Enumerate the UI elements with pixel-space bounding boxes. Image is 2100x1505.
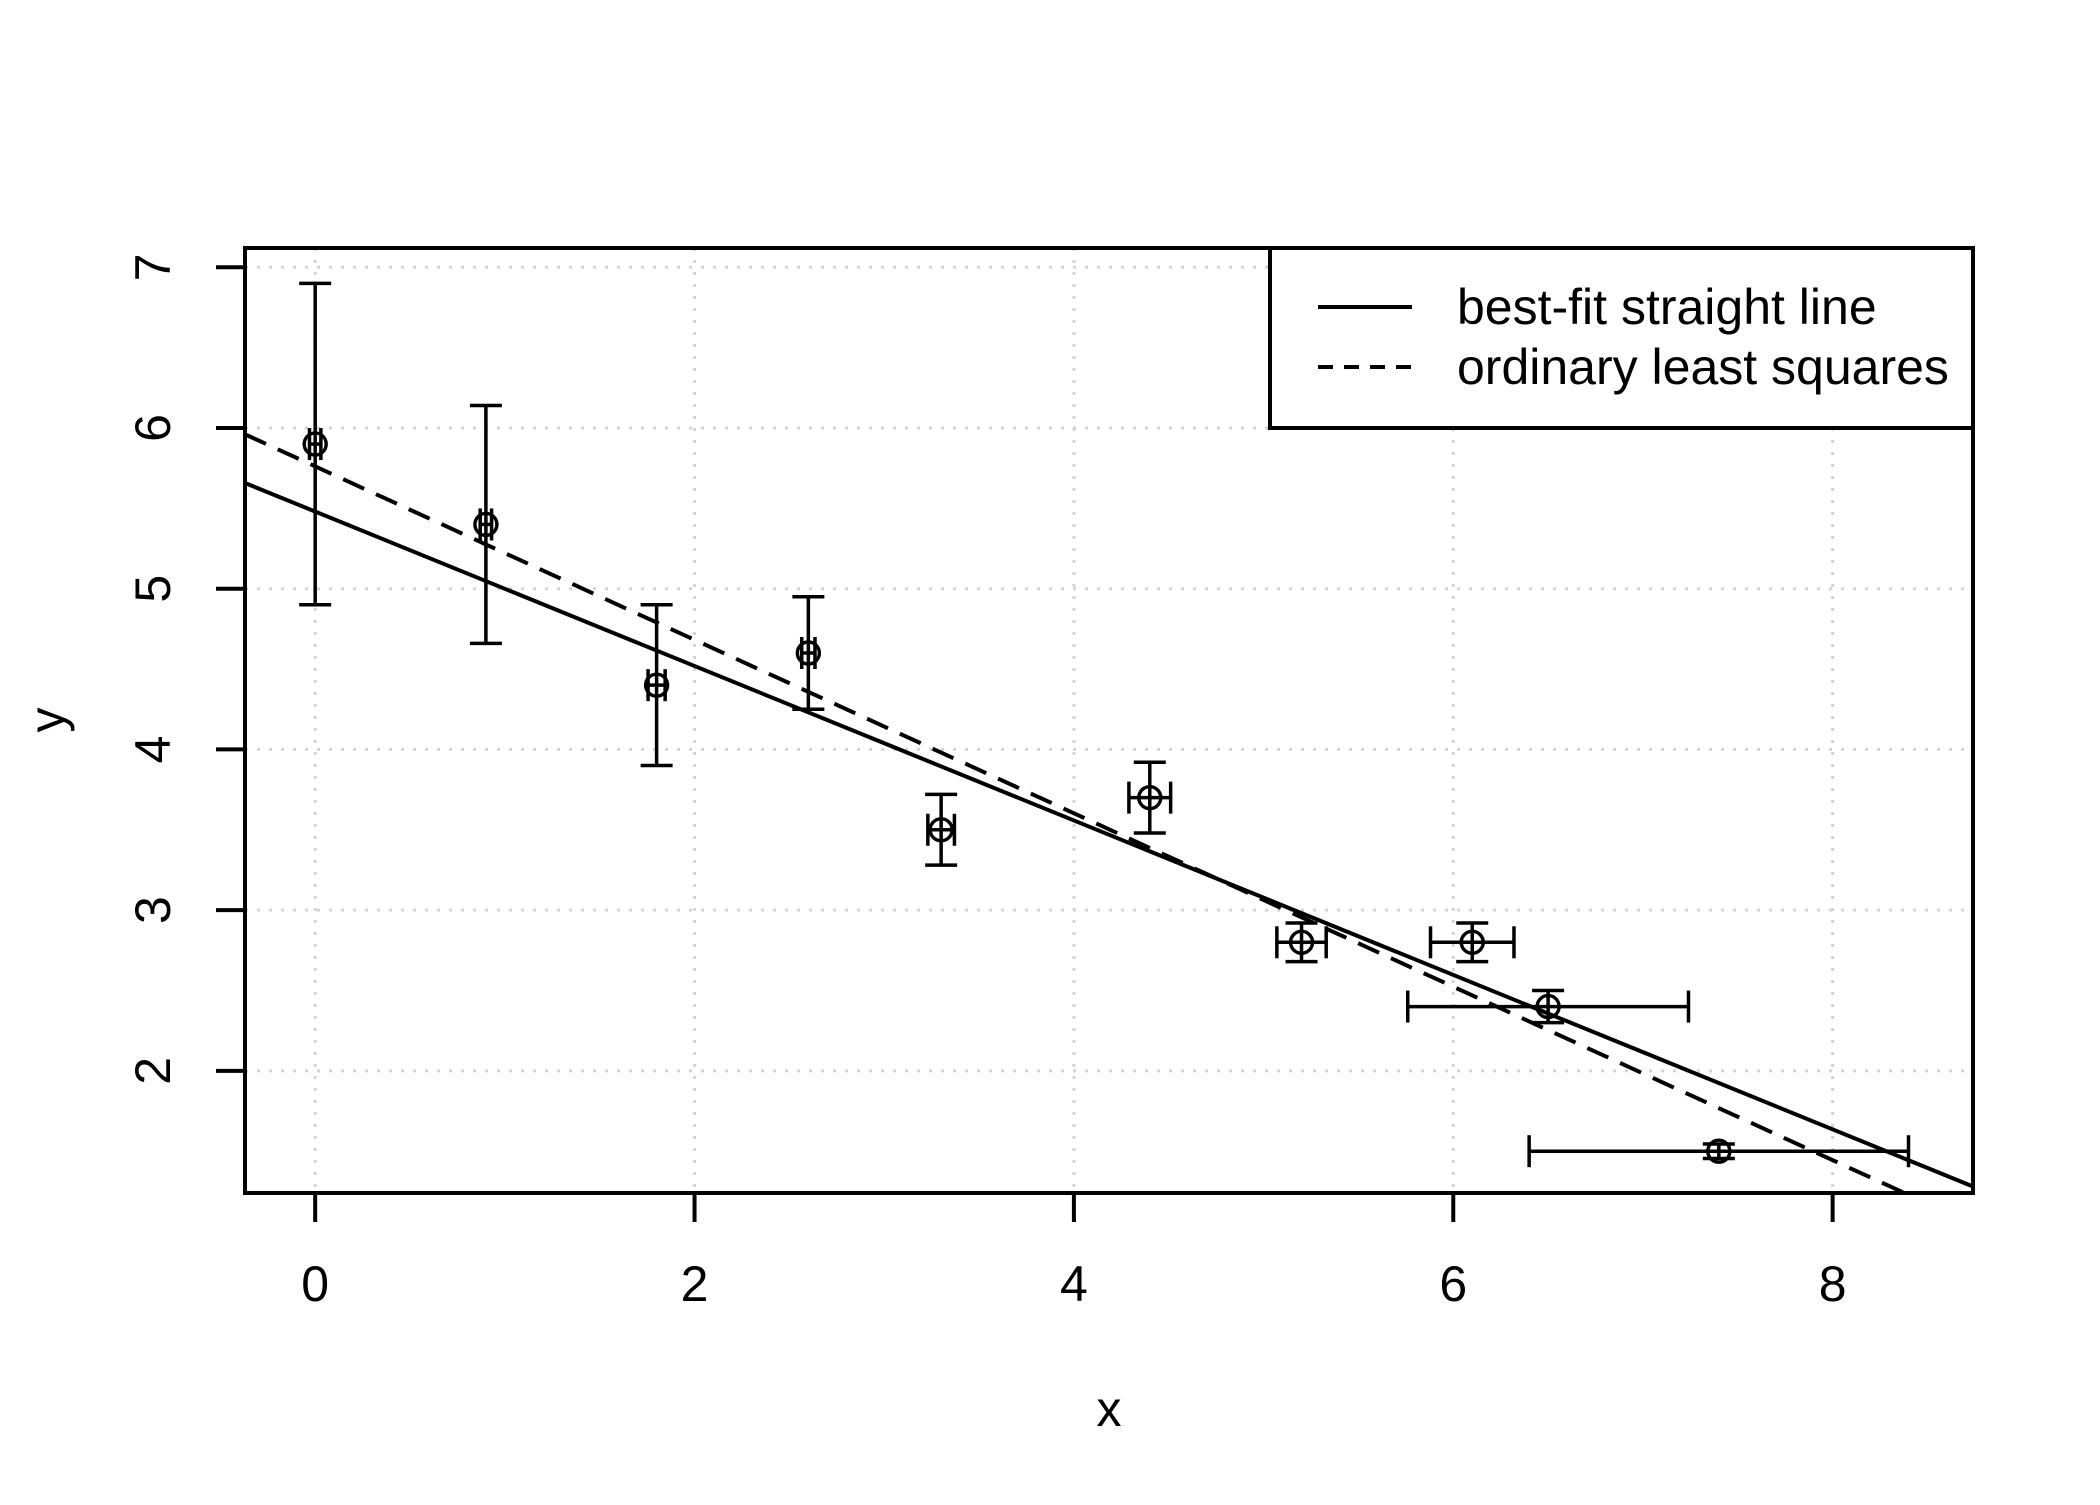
data-point (1405, 988, 1691, 1025)
point-marker-circle (1459, 929, 1485, 955)
y-tick-label: 7 (125, 253, 181, 281)
x-tick-label: 2 (681, 1256, 709, 1312)
x-tick-label: 6 (1439, 1256, 1467, 1312)
data-points (299, 281, 1911, 1168)
y-tick-label: 5 (125, 575, 181, 603)
point-marker-circle (1535, 993, 1561, 1020)
point-marker-circle (643, 672, 670, 698)
data-point (640, 603, 673, 768)
ols-line (244, 432, 1906, 1195)
legend-label-best-fit: best-fit straight line (1457, 279, 1877, 335)
data-point (792, 595, 825, 711)
point-marker-circle (302, 431, 328, 457)
y-tick-label: 3 (125, 896, 181, 924)
x-tick-label: 8 (1819, 1256, 1847, 1312)
point-marker-circle (928, 817, 954, 843)
data-point (1127, 760, 1173, 835)
point-marker-circle (473, 511, 499, 538)
legend-box (1268, 246, 1975, 430)
data-point (469, 403, 502, 646)
legend-label-ols: ordinary least squares (1457, 339, 1949, 395)
point-marker-circle (1137, 784, 1163, 811)
legend: best-fit straight line ordinary least sq… (1268, 246, 1975, 430)
data-point (299, 281, 332, 607)
data-point (1428, 921, 1516, 964)
y-tick-label: 2 (125, 1057, 181, 1085)
point-marker-circle (1288, 929, 1315, 955)
data-point (925, 792, 958, 867)
best-fit-line (244, 481, 1974, 1189)
y-tick-label: 4 (125, 736, 181, 764)
data-point (1527, 1135, 1911, 1168)
plot-border-box (243, 246, 1975, 1195)
y-tick-label: 6 (125, 414, 181, 442)
x-tick-label: 4 (1060, 1256, 1088, 1312)
axis-tick-labels: 0 2 4 6 8 2 3 4 5 6 7 (125, 253, 1847, 1312)
x-axis-label: x (1097, 1381, 1122, 1437)
fit-lines (244, 432, 1974, 1195)
y-axis-label: y (19, 708, 75, 733)
point-marker-circle (795, 640, 822, 666)
axis-ticks (216, 265, 1835, 1222)
data-point (1275, 921, 1328, 964)
point-marker-circle (1706, 1138, 1732, 1164)
x-tick-label: 0 (301, 1256, 329, 1312)
